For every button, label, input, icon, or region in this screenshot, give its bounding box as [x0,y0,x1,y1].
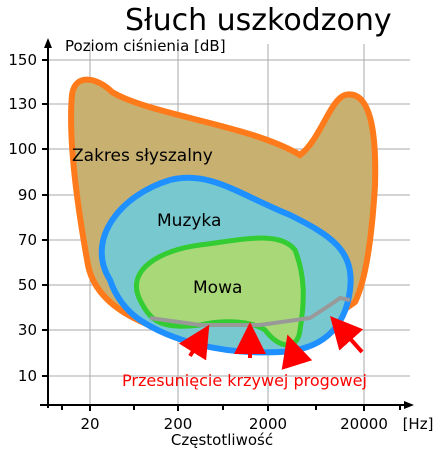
y-tick-label: 50 [18,276,37,294]
y-axis-label: Poziom ciśnienia [dB] [65,37,226,55]
region-label: Mowa [193,278,242,298]
y-tick-label: 100 [8,140,37,158]
x-tick-label: 20 [80,415,99,433]
y-tick-label: 30 [18,321,37,339]
x-tick-label: 20000 [340,415,388,433]
title: Słuch uszkodzony [125,3,392,38]
arrows [178,316,364,370]
x-unit: [Hz] [403,415,434,433]
regions [68,76,379,356]
x-tick-label: 2000 [249,415,287,433]
y-tick-label: 10 [18,367,37,385]
region-label: Muzyka [157,211,221,231]
annotation: Przesunięcie krzywej progowej [122,371,367,390]
y-tick-label: 70 [18,231,37,249]
region-label: Zakres słyszalny [72,146,213,166]
y-tick-label: 150 [8,51,37,69]
y-tick-label: 130 [8,95,37,113]
y-tick-label: 90 [18,186,37,204]
x-tick-label: 200 [164,415,193,433]
x-axis-label: Częstotliwość [171,431,273,449]
